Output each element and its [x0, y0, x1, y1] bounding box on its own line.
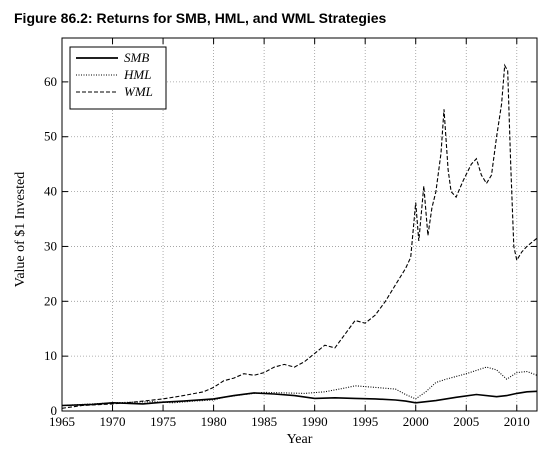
y-tick-label: 20	[44, 293, 57, 308]
y-tick-label: 60	[44, 74, 57, 89]
axis-ticks: 0 10 20 30 40 50 60 1965 1970 1975 1980 1985 1990 199…	[44, 38, 537, 429]
x-tick-label: 2010	[504, 414, 530, 429]
x-tick-label: 2000	[403, 414, 429, 429]
series-line-smb	[61, 390, 538, 407]
legend-box	[69, 46, 167, 110]
y-tick-label: 30	[44, 238, 57, 253]
y-axis-label: Value of $1 Invested	[13, 172, 28, 287]
x-tick-label: 1990	[302, 414, 328, 429]
series-line-hml	[61, 366, 538, 407]
series-lines	[61, 63, 538, 409]
legend: SMB HML WML	[69, 46, 167, 110]
legend-label-hml: HML	[123, 67, 151, 82]
x-tick-label: 1985	[251, 414, 277, 429]
y-tick-label: 0	[51, 403, 58, 418]
x-tick-label: 1975	[150, 414, 176, 429]
y-tick-label: 50	[44, 129, 57, 144]
y-tick-label: 10	[44, 348, 57, 363]
legend-label-smb: SMB	[124, 50, 149, 65]
x-tick-label: 1995	[352, 414, 378, 429]
y-tick-label: 40	[44, 184, 57, 199]
series-line-wml	[61, 63, 538, 409]
legend-label-wml: WML	[124, 84, 153, 99]
x-tick-label: 2005	[453, 414, 479, 429]
x-tick-label: 1970	[100, 414, 126, 429]
figure-title: Figure 86.2: Returns for SMB, HML, and W…	[14, 10, 387, 26]
grid	[62, 38, 537, 411]
x-tick-label: 1965	[49, 414, 75, 429]
x-tick-label: 1980	[201, 414, 227, 429]
plot-frame	[61, 37, 538, 412]
x-axis-label: Year	[287, 432, 313, 447]
